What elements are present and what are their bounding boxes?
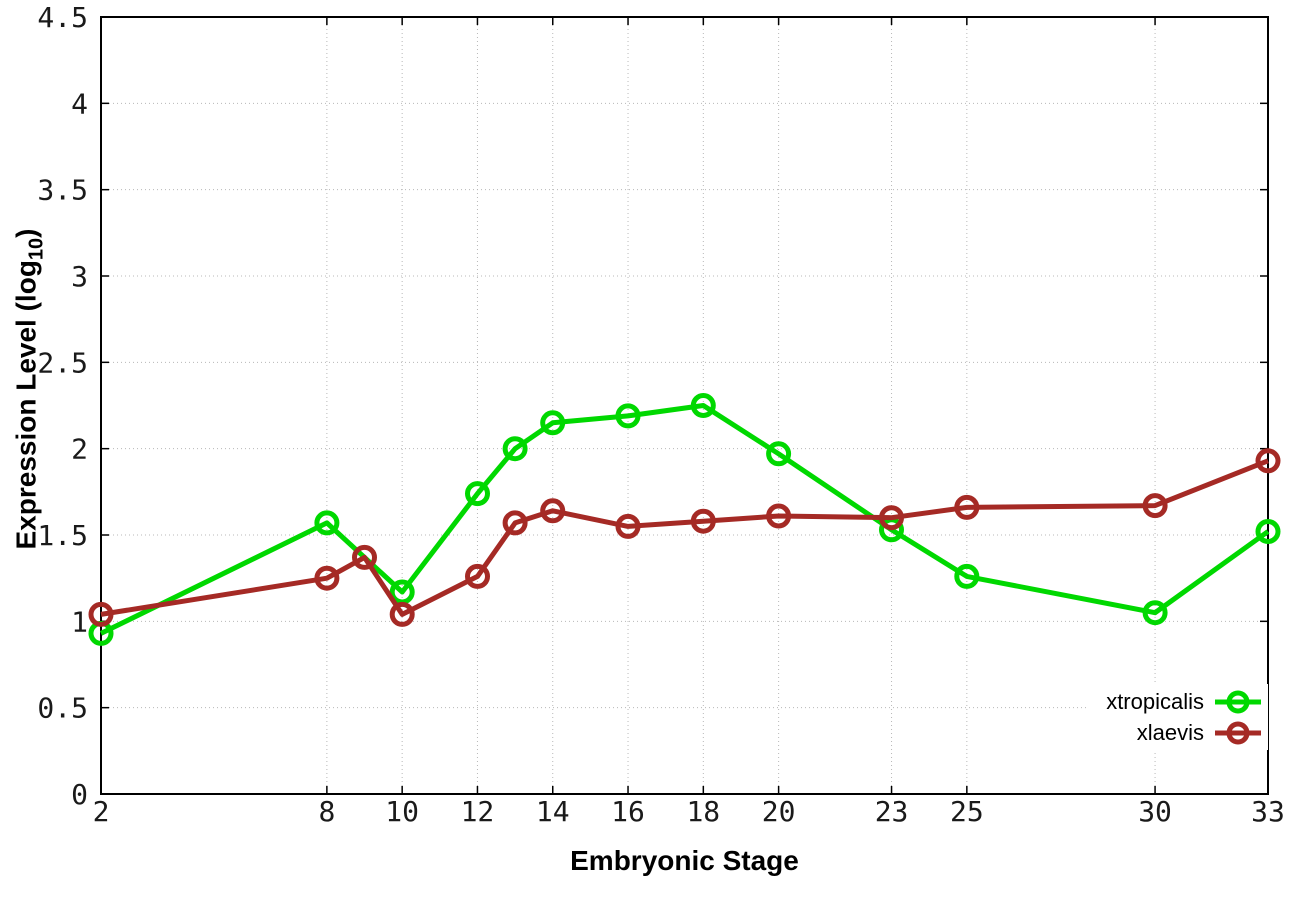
- legend-item-xtropicalis: xtropicalis: [1106, 686, 1262, 717]
- svg-text:33: 33: [1251, 795, 1285, 828]
- svg-text:10: 10: [385, 795, 419, 828]
- svg-text:0.5: 0.5: [37, 692, 88, 725]
- legend-label-xtropicalis: xtropicalis: [1106, 688, 1204, 714]
- x-axis-title: Embryonic Stage: [570, 845, 799, 876]
- svg-text:2: 2: [71, 433, 88, 466]
- svg-text:16: 16: [611, 795, 645, 828]
- svg-text:23: 23: [875, 795, 909, 828]
- svg-text:30: 30: [1138, 795, 1172, 828]
- legend: xtropicalis xlaevis: [1088, 684, 1268, 750]
- svg-text:1: 1: [71, 605, 88, 638]
- svg-text:0: 0: [71, 778, 88, 811]
- svg-text:1.5: 1.5: [37, 519, 88, 552]
- svg-text:2.5: 2.5: [37, 346, 88, 379]
- svg-text:3: 3: [71, 260, 88, 293]
- legend-label-xlaevis: xlaevis: [1136, 719, 1204, 745]
- svg-text:8: 8: [318, 795, 335, 828]
- expression-level-chart: 2 8 10 12 14 16 18 20 23 25 30 33 0 0.5 1 1.5 2 2.5 3 3.5 4 4…: [10, 1, 1285, 876]
- svg-text:4.5: 4.5: [37, 1, 88, 34]
- svg-text:14: 14: [536, 795, 570, 828]
- y-axis-title-main: Expression Level (log: [10, 259, 41, 549]
- svg-text:3.5: 3.5: [37, 174, 88, 207]
- y-axis-title-close-paren: ): [10, 228, 41, 238]
- y-axis-title-subscript: 10: [25, 237, 47, 260]
- svg-text:20: 20: [762, 795, 796, 828]
- y-axis-title-text: Expression Level (log10): [10, 228, 48, 549]
- legend-marker-xtropicalis: [1215, 690, 1261, 713]
- svg-text:18: 18: [686, 795, 720, 828]
- svg-text:12: 12: [461, 795, 495, 828]
- svg-text:2: 2: [93, 795, 110, 828]
- legend-item-xlaevis: xlaevis: [1106, 717, 1262, 748]
- svg-text:25: 25: [950, 795, 984, 828]
- svg-text:4: 4: [71, 87, 88, 120]
- legend-marker-xlaevis: [1215, 721, 1261, 744]
